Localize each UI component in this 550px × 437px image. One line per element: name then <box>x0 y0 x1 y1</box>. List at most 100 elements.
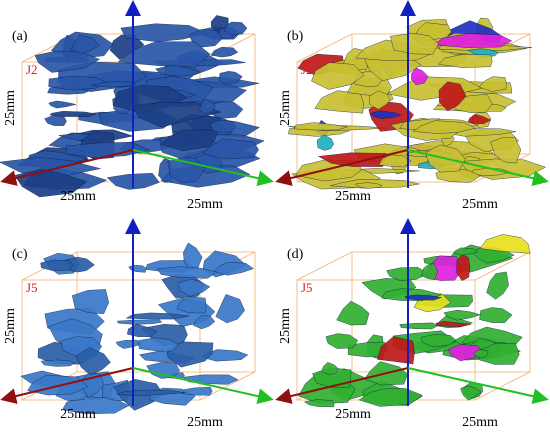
box-edge <box>474 251 531 281</box>
axis-label: 25mm <box>187 197 223 212</box>
fracture <box>209 119 236 134</box>
fracture <box>399 322 438 330</box>
fracture <box>404 294 442 301</box>
fracture <box>473 349 489 358</box>
fracture <box>146 362 180 379</box>
fracture <box>390 32 439 55</box>
fracture <box>126 323 157 338</box>
fracture <box>213 261 254 276</box>
fracture <box>354 182 383 189</box>
fracture <box>215 294 245 324</box>
fracture <box>202 138 259 160</box>
fracture <box>157 266 218 279</box>
fracture <box>117 41 211 68</box>
fracture <box>44 115 67 126</box>
fracture <box>137 337 179 352</box>
fracture <box>325 333 359 349</box>
fracture <box>490 137 522 164</box>
axis-label: 25mm <box>462 415 498 430</box>
axis-label: 25mm <box>278 308 293 344</box>
fracture <box>486 271 509 300</box>
fracture <box>321 362 339 375</box>
axis-label: 25mm <box>60 189 96 204</box>
fracture <box>189 29 223 48</box>
fracture <box>421 263 438 281</box>
fracture <box>125 312 189 320</box>
sample-label: J2 <box>26 62 38 77</box>
fracture <box>115 339 142 349</box>
axis-y <box>407 149 549 187</box>
fracture <box>166 341 214 368</box>
panel: (d) J5 25mm 25mm 25mm <box>275 218 549 430</box>
axis-x <box>0 367 134 404</box>
fracture <box>456 254 471 281</box>
axis-y <box>132 149 274 187</box>
fracture <box>91 81 137 88</box>
fracture <box>369 90 391 110</box>
axis-y <box>407 367 549 405</box>
fracture <box>437 54 493 68</box>
fracture <box>312 367 352 388</box>
fracture <box>478 76 507 92</box>
fracture <box>316 134 334 151</box>
fracture <box>378 154 412 168</box>
sample-label: J5 <box>301 280 313 295</box>
fracture <box>303 399 335 408</box>
fracture <box>120 23 209 42</box>
fracture <box>116 319 163 325</box>
fracture <box>180 386 213 396</box>
fracture <box>311 62 365 90</box>
fracture <box>294 122 348 131</box>
axis-label: 25mm <box>3 90 18 126</box>
fracture <box>49 110 98 117</box>
axis-label: 25mm <box>187 415 223 430</box>
fracture <box>412 120 477 134</box>
axis-x <box>0 149 134 186</box>
fracture <box>48 100 77 109</box>
fracture <box>411 67 429 86</box>
fracture <box>176 296 207 314</box>
fracture <box>182 374 239 385</box>
fracture <box>438 81 467 112</box>
axis-y <box>132 367 274 405</box>
box-edge <box>296 251 353 281</box>
fracture <box>155 64 201 77</box>
panel: (a) J2 25mm 25mm 25mm <box>0 0 274 212</box>
fracture <box>48 75 109 91</box>
fracture <box>358 388 423 407</box>
panel-label: (a) <box>12 29 28 44</box>
fracture <box>460 385 482 401</box>
fracture <box>447 344 485 362</box>
fracture <box>210 46 239 58</box>
fracture <box>178 278 211 297</box>
axis-label: 25mm <box>278 90 293 126</box>
fracture <box>159 129 218 152</box>
fracture <box>317 152 387 167</box>
fracture <box>40 259 73 272</box>
fracture <box>199 98 216 115</box>
sample-label: J5 <box>26 280 38 295</box>
fracture <box>75 347 111 376</box>
axis-label: 25mm <box>60 407 96 422</box>
fracture <box>443 309 481 321</box>
box-edge <box>296 33 353 63</box>
fracture <box>14 168 88 198</box>
axis-x <box>275 149 409 186</box>
fracture <box>467 114 492 125</box>
fracture <box>314 90 364 114</box>
fracture <box>479 307 513 323</box>
fracture <box>479 234 531 254</box>
panel-label: (d) <box>287 247 304 262</box>
fracture <box>420 334 457 348</box>
fracture <box>40 359 76 367</box>
panel: (b) J2 25mm 25mm 25mm <box>275 0 549 212</box>
fracture <box>336 300 370 326</box>
fracture <box>377 336 415 365</box>
fracture <box>65 141 150 158</box>
fracture <box>431 33 513 48</box>
fracture <box>70 34 100 55</box>
panel-label: (b) <box>287 29 304 44</box>
axis-label: 25mm <box>3 308 18 344</box>
fracture <box>223 21 248 36</box>
